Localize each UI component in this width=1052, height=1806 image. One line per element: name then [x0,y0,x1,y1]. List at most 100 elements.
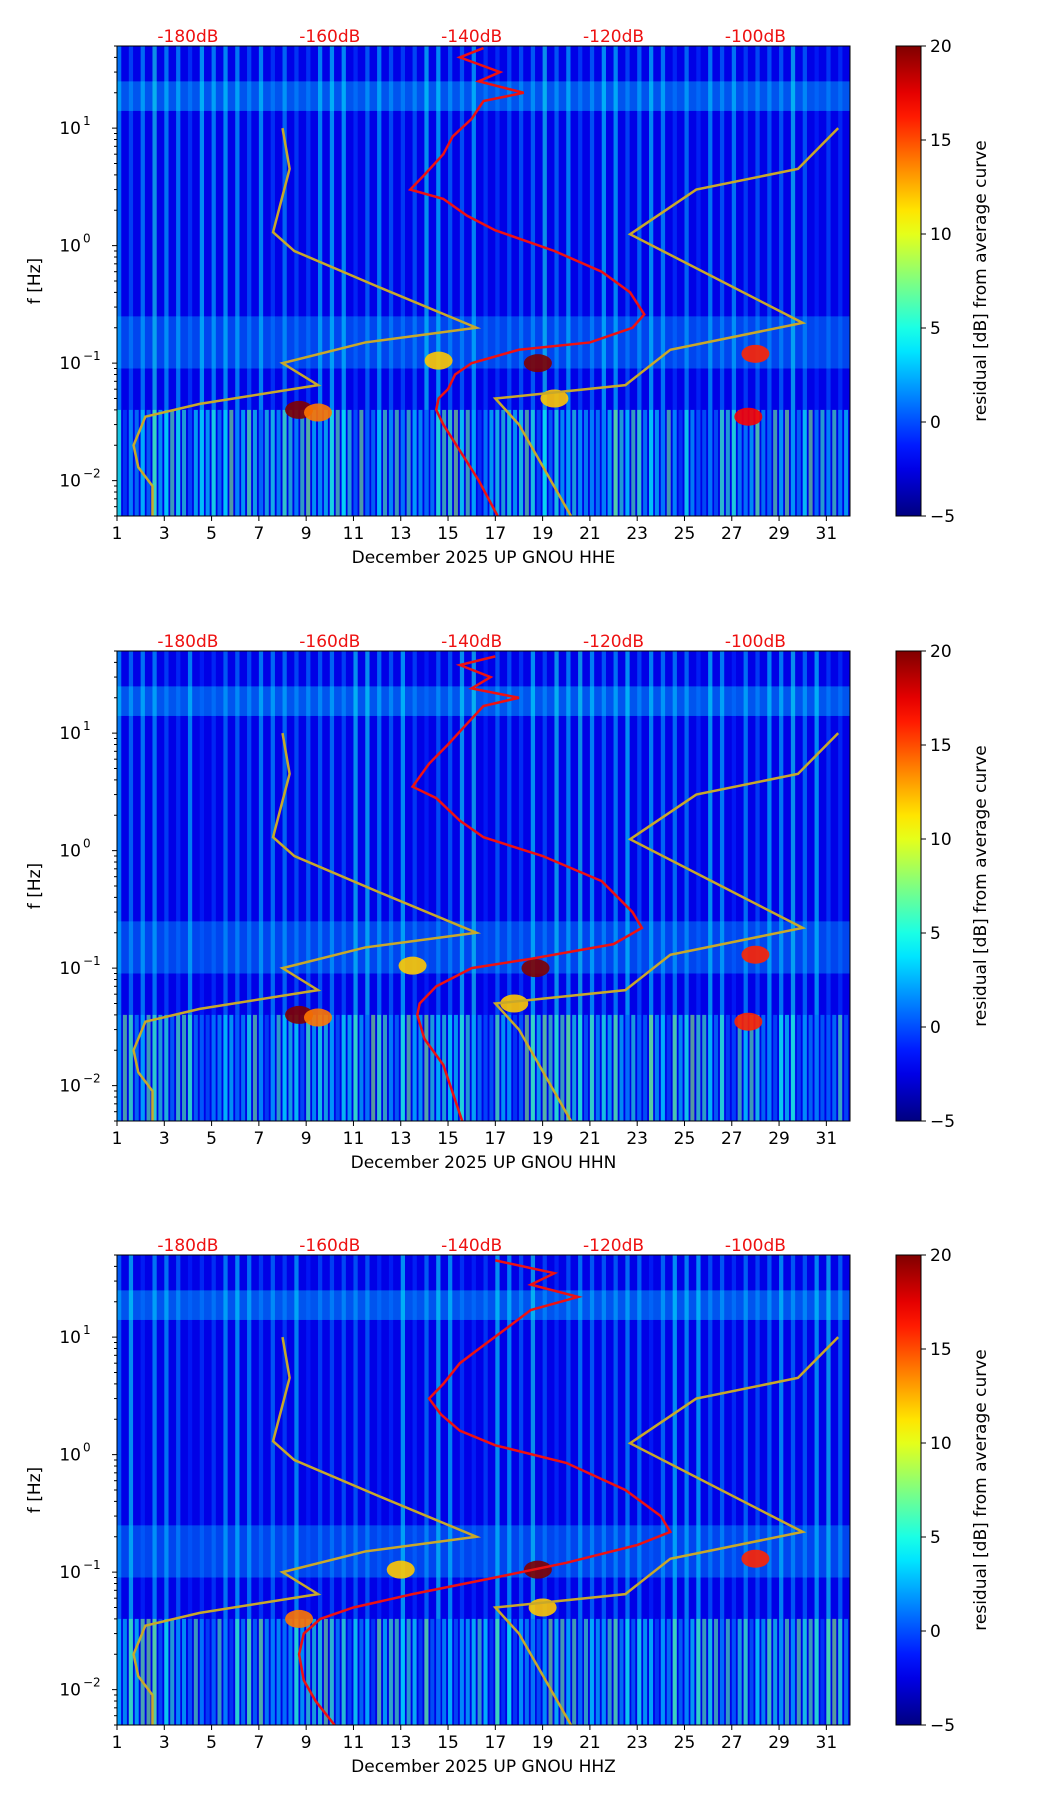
streak-column [483,1255,488,1725]
low-frequency-streak [578,409,583,516]
low-frequency-streak [625,1618,630,1725]
low-frequency-streak [589,1014,594,1121]
streak-column [684,651,689,1121]
x-tick-label: 29 [768,1129,790,1149]
low-frequency-streak [406,409,411,516]
low-frequency-streak [820,409,825,516]
x-tick-label: 23 [626,524,648,544]
streak-column [589,651,595,1121]
x-tick-label: 5 [206,524,217,544]
low-frequency-streak [170,1014,175,1121]
streak-column [826,1255,831,1725]
streak-column [317,1255,323,1725]
streak-column [459,1255,465,1725]
low-frequency-streak [424,409,429,516]
low-frequency-streak [554,1014,559,1121]
low-frequency-streak [666,409,671,516]
low-frequency-streak [524,1014,529,1121]
low-frequency-streak [424,1618,429,1725]
x-tick-label: 5 [206,1129,217,1149]
streak-column [779,1255,784,1725]
low-frequency-streak [773,1014,778,1121]
residual-hotspot [303,1008,332,1027]
streak-column [412,651,417,1121]
colorbar-tick-label: −5 [930,1112,955,1132]
daily-streaks [117,1255,849,1725]
low-frequency-streak [790,409,795,516]
streak-column [223,651,228,1121]
low-frequency-streak [477,409,482,516]
low-frequency-streak [796,409,801,516]
db-scale-label: -120dB [583,27,644,47]
streak-column [424,1255,429,1725]
low-frequency-streak [365,1014,370,1121]
low-frequency-streak [767,409,772,516]
low-frequency-streak [784,409,789,516]
low-frequency-streak [619,409,624,516]
low-frequency-streak [187,1014,192,1121]
streak-column [755,651,760,1121]
low-frequency-streak [749,1618,754,1725]
x-tick-label: 21 [579,1129,601,1149]
low-frequency-streak [300,409,305,516]
x-tick-label: 11 [343,1129,365,1149]
spectrogram-image [117,651,850,1121]
streak-column [518,46,524,516]
streak-column [779,651,784,1121]
low-frequency-streak [158,1014,163,1121]
low-frequency-streak [784,1014,789,1121]
streak-column [507,1255,512,1725]
streak-column [353,46,358,516]
low-frequency-streak [258,1014,263,1121]
low-frequency-streak [276,1014,281,1121]
low-frequency-streak [601,409,606,516]
low-frequency-streak [518,409,523,516]
streak-column [247,1255,252,1725]
low-frequency-streak [371,1014,376,1121]
low-frequency-streak [838,409,843,516]
low-frequency-streak [117,1014,121,1121]
low-frequency-streak [223,409,228,516]
low-frequency-streak [790,1618,795,1725]
streak-column [211,651,216,1121]
streak-column [637,46,642,516]
x-tick-label: 3 [159,1733,170,1753]
streak-column [176,651,181,1121]
high-noise-model-curve [492,1336,840,1725]
low-frequency-streak [312,1014,317,1121]
colorbar-label: residual [dB] from average curve [971,140,991,421]
x-tick-label: 7 [253,524,264,544]
low-frequency-streak [844,409,849,516]
low-frequency-streak [176,409,181,516]
residual-hotspot [386,1560,415,1579]
residual-hotspot [741,945,770,964]
low-frequency-streak [820,1618,825,1725]
low-frequency-streak [329,1014,334,1121]
streak-column [282,1255,287,1725]
low-frequency-streak [329,1618,334,1725]
db-scale-label: -100dB [725,632,786,652]
low-frequency-streak [660,1618,665,1725]
streak-column [377,1255,382,1725]
low-frequency-streak [643,409,648,516]
streak-column [601,651,606,1121]
streak-column [838,1255,843,1725]
streak-column [329,651,335,1121]
low-frequency-streak [270,1618,275,1725]
low-frequency-streak [282,1618,287,1725]
streak-column [790,651,796,1121]
streak-column [660,651,666,1121]
streak-column [187,46,193,516]
streak-column [507,651,512,1121]
low-noise-model-curve [132,732,482,1121]
low-frequency-streak [613,1014,618,1121]
low-frequency-streak [477,1014,482,1121]
x-tick-label: 17 [485,524,507,544]
low-frequency-streak [489,409,494,516]
y-tick-exponent: 1 [83,1323,91,1337]
low-frequency-streak [182,1618,187,1725]
low-frequency-streak [412,409,417,516]
low-frequency-streak [418,409,423,516]
streak-column [235,46,240,516]
